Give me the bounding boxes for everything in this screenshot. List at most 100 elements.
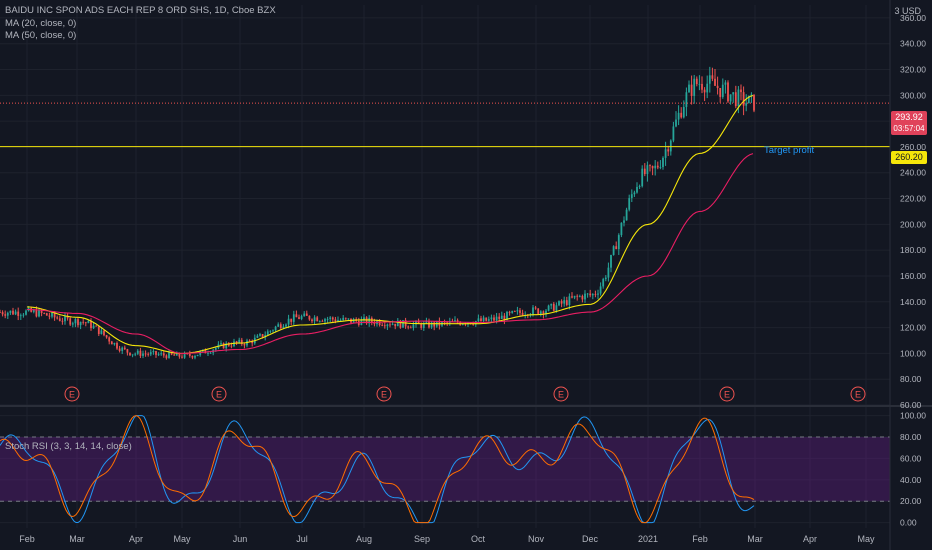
candle-body bbox=[490, 317, 493, 320]
candle-body bbox=[295, 314, 298, 318]
candle-body bbox=[303, 313, 306, 317]
time-tick-label: Jun bbox=[233, 534, 248, 544]
candle-body bbox=[412, 324, 415, 328]
candle-body bbox=[560, 301, 563, 304]
stoch-axis-ticks[interactable]: 0.00 20.00 40.00 60.00 80.00 100.00 bbox=[900, 411, 926, 528]
candle-body bbox=[628, 198, 631, 210]
candle-body bbox=[381, 325, 384, 326]
candle-body bbox=[623, 220, 625, 223]
candle-body bbox=[321, 320, 324, 322]
stoch-d-line bbox=[0, 415, 755, 524]
candle-body bbox=[519, 310, 521, 313]
candle-body bbox=[732, 92, 735, 95]
candle-body bbox=[664, 149, 667, 158]
candle-body bbox=[615, 246, 618, 250]
candle-body bbox=[656, 165, 659, 168]
candle-body bbox=[558, 301, 560, 306]
candle-body bbox=[701, 83, 703, 90]
candle-body bbox=[446, 322, 449, 323]
price-tick-label: 80.00 bbox=[900, 374, 922, 384]
candle-body bbox=[100, 330, 103, 334]
candle-body bbox=[173, 354, 176, 356]
candle-body bbox=[417, 321, 420, 324]
candle-body bbox=[373, 321, 376, 325]
candle-body bbox=[425, 321, 428, 323]
candle-body bbox=[721, 84, 724, 97]
candle-body bbox=[740, 89, 742, 93]
candle-body bbox=[92, 325, 95, 329]
candle-body bbox=[256, 335, 259, 338]
candle-body bbox=[386, 324, 389, 327]
currency-label[interactable]: 3 USD bbox=[894, 6, 921, 16]
candle-body bbox=[116, 342, 118, 349]
candle-body bbox=[399, 320, 402, 328]
candle-body bbox=[389, 324, 391, 326]
candle-body bbox=[251, 340, 254, 344]
ma20-legend[interactable]: MA (20, close, 0) bbox=[5, 18, 77, 29]
time-tick-label: Mar bbox=[747, 534, 763, 544]
ma50-legend[interactable]: MA (50, close, 0) bbox=[5, 30, 77, 41]
candle-body bbox=[487, 319, 490, 321]
candle-body bbox=[643, 168, 646, 175]
candle-body bbox=[508, 311, 511, 313]
candle-body bbox=[724, 82, 727, 85]
earnings-marker bbox=[64, 386, 80, 402]
last-price-tag: 293.92 03:57:04 bbox=[891, 111, 927, 135]
candle-body bbox=[126, 349, 129, 353]
time-axis-ticks[interactable]: Feb Mar Apr May Jun Jul Aug Sep Oct Nov Dec 2021 Feb… bbox=[19, 534, 875, 544]
candle-body bbox=[734, 92, 737, 107]
time-tick-label: Aug bbox=[356, 534, 372, 544]
candle-body bbox=[633, 192, 636, 195]
candle-body bbox=[646, 165, 649, 175]
candle-body bbox=[12, 310, 14, 315]
candle-body bbox=[597, 293, 599, 295]
candle-body bbox=[729, 94, 732, 102]
candle-body bbox=[363, 317, 365, 320]
candle-body bbox=[97, 326, 100, 334]
candle-body bbox=[430, 322, 433, 328]
candle-body bbox=[48, 315, 51, 317]
candle-body bbox=[563, 300, 566, 304]
symbol-title[interactable]: BAIDU INC SPON ADS EACH REP 8 ORD SHS, 1… bbox=[5, 5, 276, 16]
candle-body bbox=[578, 296, 581, 297]
candle-body bbox=[243, 344, 246, 346]
time-tick-label: 2021 bbox=[638, 534, 658, 544]
candle-body bbox=[516, 310, 519, 312]
candle-body bbox=[571, 296, 573, 298]
price-axis-ticks[interactable]: 60.00 80.00 100.00 120.00 140.00 160.00 180.00… bbox=[900, 13, 926, 410]
earnings-marker-label: E bbox=[69, 390, 75, 400]
candle-body bbox=[79, 321, 82, 326]
candle-body bbox=[552, 303, 555, 311]
stoch-k-line bbox=[0, 415, 755, 524]
candle-body bbox=[259, 334, 261, 336]
candle-body bbox=[617, 235, 620, 250]
candle-body bbox=[719, 88, 722, 97]
candle-body bbox=[129, 352, 131, 356]
target-profit-label[interactable]: Target profit bbox=[764, 145, 815, 156]
candle-body bbox=[625, 209, 628, 221]
candle-body bbox=[298, 317, 300, 319]
candle-body bbox=[160, 353, 163, 355]
candle-body bbox=[716, 85, 719, 89]
candle-body bbox=[136, 350, 139, 354]
stoch-legend[interactable]: Stoch RSI (3, 3, 14, 14, close) bbox=[5, 441, 132, 452]
candle-body bbox=[188, 353, 191, 356]
candle-body bbox=[662, 157, 664, 168]
stoch-grid bbox=[0, 415, 890, 524]
candle-body bbox=[87, 320, 90, 324]
candle-body bbox=[334, 319, 337, 322]
candle-body bbox=[693, 78, 696, 96]
candle-body bbox=[368, 317, 371, 324]
time-tick-label: Apr bbox=[129, 534, 143, 544]
target-price-tag: 260.20 bbox=[891, 151, 927, 164]
candle-body bbox=[19, 315, 22, 317]
candle-body bbox=[61, 320, 64, 322]
candle-body bbox=[402, 320, 404, 328]
candle-body bbox=[654, 165, 657, 169]
candle-body bbox=[308, 315, 311, 320]
candle-body bbox=[144, 353, 147, 355]
ma50-line bbox=[26, 153, 754, 354]
candle-body bbox=[542, 311, 545, 315]
